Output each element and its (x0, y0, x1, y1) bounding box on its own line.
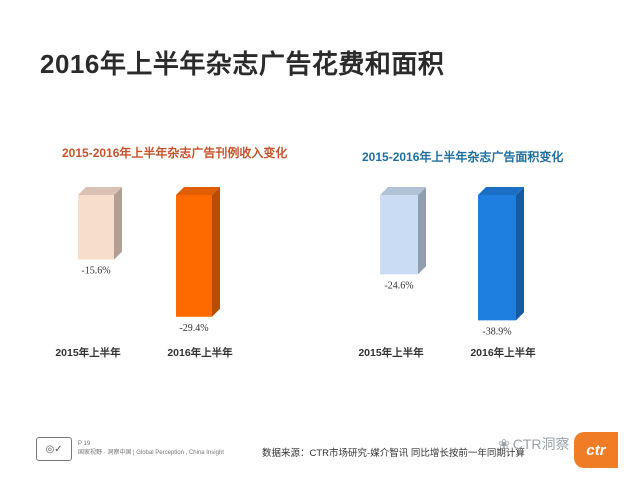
footer-tagline: 国家视野 · 洞察中国 | Global Perception , China … (78, 450, 224, 456)
bar-top-0-0 (78, 187, 122, 195)
data-label-1-1: -38.9% (482, 326, 511, 337)
chart-title-area: 2015-2016年上半年杂志广告面积变化 (362, 150, 564, 164)
data-source-note: 数据来源：CTR市场研究-媒介智讯 同比增长按前一年同期计算 (262, 448, 525, 459)
data-label-0-1: -29.4% (179, 323, 208, 334)
wechat-watermark: ❀ CTR洞察 (498, 434, 570, 454)
bar-0-1 (176, 195, 212, 317)
category-label-0-0: 2015年上半年 (55, 346, 121, 359)
watermark-text: CTR洞察 (512, 436, 570, 452)
category-label-1-0: 2015年上半年 (358, 346, 424, 359)
category-label-0-1: 2016年上半年 (167, 346, 233, 359)
bar-side-1-0 (418, 187, 426, 275)
footer-branding: ◎✓ P 19 国家视野 · 洞察中国 | Global Perception … (36, 434, 224, 464)
data-label-1-0: -24.6% (384, 280, 413, 291)
bar-side-0-1 (212, 187, 220, 317)
category-label-1-1: 2016年上半年 (470, 346, 536, 359)
wechat-icon: ❀ (498, 435, 510, 452)
page-title: 2016年上半年杂志广告花费和面积 (40, 49, 445, 79)
bar-0-0 (78, 195, 114, 260)
chart-title-revenue: 2015-2016年上半年杂志广告刊例收入变化 (62, 146, 288, 160)
bar-1-0 (380, 195, 418, 275)
brand-badge-icon: ◎✓ (36, 437, 72, 461)
bar-top-1-1 (478, 187, 524, 195)
bar-top-1-0 (380, 187, 426, 195)
ctr-logo: ctr (574, 432, 618, 468)
bar-side-0-0 (114, 187, 122, 260)
bar-1-1 (478, 195, 516, 321)
bar-top-0-1 (176, 187, 220, 195)
page-number: P 19 (78, 441, 91, 447)
ctr-logo-text: ctr (586, 441, 606, 459)
bar-side-1-1 (516, 187, 524, 321)
data-label-0-0: -15.6% (81, 266, 110, 277)
